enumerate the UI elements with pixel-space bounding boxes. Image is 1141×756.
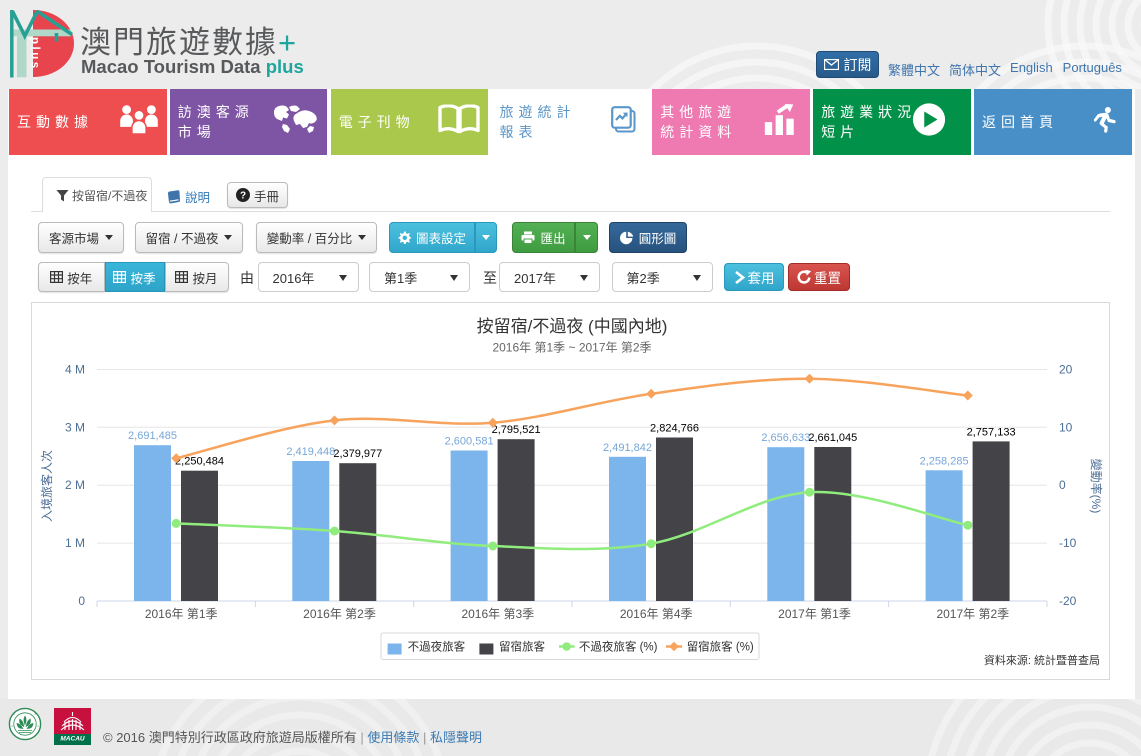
svg-text:2,600,581: 2,600,581 — [445, 435, 494, 447]
svg-text:2,757,133: 2,757,133 — [967, 426, 1016, 438]
svg-text:按留宿/不過夜 (中國內地): 按留宿/不過夜 (中國內地) — [477, 317, 668, 336]
svg-text:?: ? — [240, 191, 246, 202]
svg-text:0: 0 — [1059, 478, 1066, 492]
svg-text:-10: -10 — [1059, 536, 1077, 550]
svg-text:2,491,842: 2,491,842 — [603, 441, 652, 453]
svg-text:✦: ✦ — [37, 724, 40, 728]
svg-text:✦: ✦ — [11, 724, 14, 728]
svg-text:留宿旅客 (%): 留宿旅客 (%) — [687, 639, 754, 653]
svg-text:20: 20 — [1059, 362, 1073, 376]
svg-text:2,824,766: 2,824,766 — [650, 422, 699, 434]
svg-text:3 M: 3 M — [65, 420, 85, 434]
svg-text:變動率(%): 變動率(%) — [1089, 458, 1104, 513]
svg-text:2016年 第1季 ~ 2017年 第2季: 2016年 第1季 ~ 2017年 第2季 — [492, 340, 651, 354]
svg-text:不過夜旅客 (%): 不過夜旅客 (%) — [579, 639, 658, 653]
svg-text:2,656,633: 2,656,633 — [761, 432, 810, 444]
svg-text:-20: -20 — [1059, 594, 1077, 608]
svg-text:2,250,484: 2,250,484 — [175, 455, 224, 467]
svg-text:2,379,977: 2,379,977 — [333, 448, 382, 460]
svg-text:1 M: 1 M — [65, 536, 85, 550]
svg-text:2016年 第2季: 2016年 第2季 — [303, 607, 376, 621]
svg-text:✦: ✦ — [13, 712, 16, 716]
svg-text:2,661,045: 2,661,045 — [808, 432, 857, 444]
svg-text:plus: plus — [29, 37, 41, 71]
svg-text:2017年 第2季: 2017年 第2季 — [936, 607, 1009, 621]
svg-text:0: 0 — [78, 594, 85, 608]
svg-text:✦: ✦ — [34, 712, 37, 716]
svg-text:不過夜旅客: 不過夜旅客 — [408, 639, 466, 653]
svg-text:10: 10 — [1059, 420, 1073, 434]
svg-text:4 M: 4 M — [65, 362, 85, 376]
svg-text:MACAU: MACAU — [60, 736, 84, 743]
svg-text:2,795,521: 2,795,521 — [492, 424, 541, 436]
svg-text:2016年 第4季: 2016年 第4季 — [620, 607, 693, 621]
svg-text:2 M: 2 M — [65, 478, 85, 492]
svg-text:2016年 第3季: 2016年 第3季 — [461, 607, 534, 621]
svg-text:2,691,485: 2,691,485 — [128, 430, 177, 442]
svg-text:留宿旅客: 留宿旅客 — [499, 639, 545, 653]
svg-text:2017年 第1季: 2017年 第1季 — [778, 607, 851, 621]
svg-text:2,419,448: 2,419,448 — [286, 446, 335, 458]
svg-text:資料來源: 統計暨普查局: 資料來源: 統計暨普查局 — [984, 653, 1100, 667]
svg-text:入境旅客人次: 入境旅客人次 — [39, 449, 54, 521]
svg-text:2,258,285: 2,258,285 — [920, 455, 969, 467]
svg-text:2016年 第1季: 2016年 第1季 — [145, 607, 218, 621]
